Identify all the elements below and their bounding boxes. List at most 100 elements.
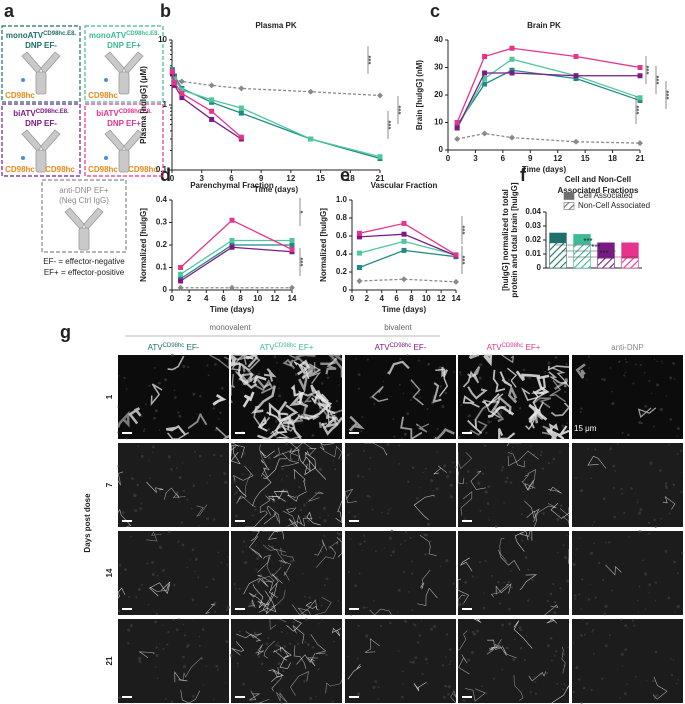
texture-speck xyxy=(587,355,591,358)
texture-speck xyxy=(672,659,675,661)
texture-speck xyxy=(304,515,308,519)
vessel-signal xyxy=(319,442,335,451)
y-tick-label: 0.8 xyxy=(336,213,348,222)
texture-speck xyxy=(592,542,595,545)
data-point xyxy=(208,82,215,89)
texture-speck xyxy=(407,480,410,483)
texture-speck xyxy=(601,677,604,680)
texture-speck xyxy=(357,624,360,628)
texture-speck xyxy=(323,534,326,537)
vessel-signal xyxy=(498,549,521,571)
antibody-arm xyxy=(40,129,61,153)
texture-speck xyxy=(397,588,401,592)
scale-bar xyxy=(235,696,245,698)
texture-speck xyxy=(609,367,612,369)
texture-speck xyxy=(654,650,658,654)
texture-speck xyxy=(226,608,229,612)
micrograph xyxy=(572,443,683,529)
texture-speck xyxy=(177,540,180,543)
vessel-signal xyxy=(587,455,607,469)
texture-speck xyxy=(626,626,629,629)
texture-speck xyxy=(257,655,261,658)
texture-speck xyxy=(526,376,528,379)
texture-speck xyxy=(235,491,239,494)
texture-speck xyxy=(527,568,530,571)
texture-speck xyxy=(143,428,146,430)
texture-speck xyxy=(547,361,551,365)
vessel-signal xyxy=(273,489,285,500)
construct-name-sup: CD98hc.E8. xyxy=(43,31,76,37)
texture-speck xyxy=(212,577,215,581)
data-point xyxy=(179,95,185,101)
column-label-suffix: EF- xyxy=(411,343,426,352)
y-axis-label: Normalized [huIgG] xyxy=(139,208,148,282)
construct-name-main: biATV xyxy=(96,109,119,118)
texture-speck xyxy=(444,684,447,688)
column-label: ATVCD98hc EF+ xyxy=(487,343,541,353)
texture-speck xyxy=(136,483,140,487)
texture-speck xyxy=(427,522,431,526)
texture-speck xyxy=(530,445,532,447)
texture-speck xyxy=(634,675,637,678)
texture-speck xyxy=(604,644,608,648)
antibody-stem xyxy=(35,149,47,173)
construct-name: monoATVCD98hc.E8. xyxy=(89,31,160,41)
texture-speck xyxy=(433,624,437,628)
micrograph xyxy=(117,530,230,615)
data-point xyxy=(509,134,515,141)
texture-speck xyxy=(401,437,403,440)
texture-speck xyxy=(331,633,333,635)
data-point xyxy=(238,85,245,92)
texture-speck xyxy=(676,453,679,456)
texture-speck xyxy=(305,618,308,621)
data-point xyxy=(401,247,407,253)
texture-speck xyxy=(220,561,223,564)
vessel-signal xyxy=(457,578,470,604)
texture-speck xyxy=(207,374,210,377)
vessel-signal xyxy=(515,370,541,382)
micrograph xyxy=(572,355,683,439)
x-tick-label: 6 xyxy=(394,294,399,303)
antibody-arm xyxy=(40,51,61,75)
texture-speck xyxy=(285,488,288,492)
construct-name: biATVCD98hc.E8. xyxy=(13,109,69,119)
texture-speck xyxy=(155,646,159,649)
texture-speck xyxy=(648,592,650,594)
texture-speck xyxy=(391,550,396,554)
texture-speck xyxy=(167,630,170,634)
texture-speck xyxy=(295,495,298,499)
texture-speck xyxy=(672,361,675,365)
texture-speck xyxy=(137,445,140,448)
texture-speck xyxy=(552,582,555,586)
vessel-signal xyxy=(230,353,247,371)
texture-speck xyxy=(388,536,392,540)
vessel-signal xyxy=(128,407,142,425)
x-tick-label: 14 xyxy=(452,294,461,303)
texture-speck xyxy=(409,398,413,402)
texture-speck xyxy=(580,701,583,704)
vessel-signal xyxy=(533,409,544,424)
texture-speck xyxy=(198,394,202,398)
vessel-signal xyxy=(245,631,263,638)
texture-speck xyxy=(421,672,424,676)
texture-speck xyxy=(302,572,304,575)
vessel-signal xyxy=(536,374,550,395)
micrograph-bg xyxy=(458,443,569,527)
vessel-signal xyxy=(501,354,514,364)
texture-speck xyxy=(566,422,568,424)
vessel-signal xyxy=(290,671,309,696)
vessel-signal xyxy=(306,511,321,526)
texture-speck xyxy=(449,495,453,499)
texture-speck xyxy=(453,371,455,373)
column-label-suffix: EF+ xyxy=(523,343,540,352)
texture-speck xyxy=(243,561,248,565)
texture-speck xyxy=(669,376,673,380)
vessel-signal xyxy=(364,442,388,456)
vessel-signal xyxy=(292,599,318,616)
texture-speck xyxy=(436,451,438,453)
texture-speck xyxy=(621,665,624,667)
texture-speck xyxy=(198,635,201,638)
construct-box xyxy=(84,103,164,177)
texture-speck xyxy=(362,606,366,609)
texture-speck xyxy=(338,384,340,386)
